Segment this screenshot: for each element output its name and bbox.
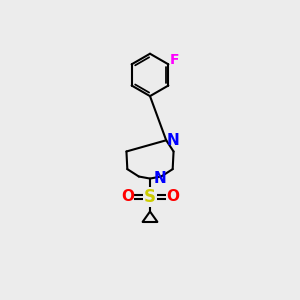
Text: O: O bbox=[166, 189, 179, 204]
Text: N: N bbox=[154, 171, 166, 186]
Text: N: N bbox=[167, 133, 179, 148]
Text: O: O bbox=[121, 189, 134, 204]
Text: F: F bbox=[170, 53, 180, 67]
Text: S: S bbox=[144, 188, 156, 206]
